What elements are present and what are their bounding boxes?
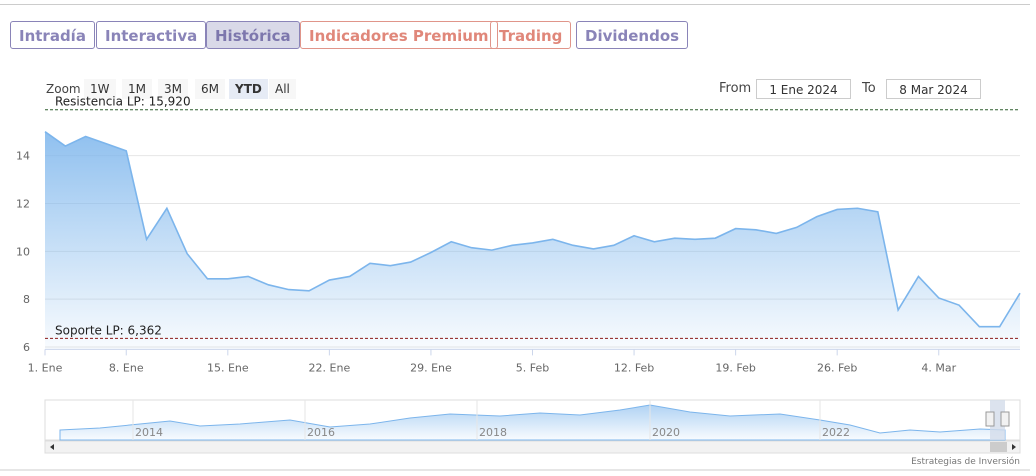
zoom-button[interactable]: 3M bbox=[158, 79, 188, 99]
zoom-button[interactable]: All bbox=[269, 79, 296, 99]
top-border bbox=[0, 4, 1030, 5]
tab[interactable]: Trading bbox=[490, 21, 572, 49]
price-line bbox=[44, 131, 1021, 328]
x-tick-label: 4. Mar bbox=[921, 361, 956, 374]
x-tick-label: 22. Ene bbox=[309, 361, 351, 374]
zoom-button[interactable]: 1W bbox=[84, 79, 116, 99]
navigator-label: 2018 bbox=[479, 426, 507, 439]
x-tick-label: 8. Ene bbox=[109, 361, 144, 374]
zoom-button[interactable]: 6M bbox=[195, 79, 225, 99]
navigator-label: 2020 bbox=[652, 426, 680, 439]
y-tick-label: 12 bbox=[16, 197, 30, 210]
y-tick-label: 6 bbox=[23, 341, 30, 354]
navigator-label: 2016 bbox=[307, 426, 335, 439]
plot-line-label: Soporte LP: 6,362 bbox=[55, 323, 162, 337]
x-tick-label: 1. Ene bbox=[28, 361, 63, 374]
scroll-arrow[interactable] bbox=[1012, 444, 1016, 450]
from-label: From bbox=[719, 81, 752, 96]
navigator-label: 2022 bbox=[822, 426, 850, 439]
navigator-handle[interactable] bbox=[1000, 411, 1010, 427]
zoom-button[interactable]: YTD bbox=[229, 79, 268, 99]
y-tick-label: 10 bbox=[16, 245, 30, 258]
x-tick-label: 29. Ene bbox=[410, 361, 452, 374]
plot-line-label: Resistencia LP: 15,920 bbox=[55, 95, 191, 109]
x-tick-label: 12. Feb bbox=[614, 361, 654, 374]
zoom-button[interactable]: 1M bbox=[122, 79, 152, 99]
scroll-arrow[interactable] bbox=[50, 444, 54, 450]
y-tick-label: 8 bbox=[23, 293, 30, 306]
tab[interactable]: Interactiva bbox=[96, 21, 207, 49]
navigator: 2014 2016 2018 2020 2022 bbox=[44, 399, 1021, 454]
navigator-label: 2014 bbox=[135, 426, 163, 439]
navigator-handle[interactable] bbox=[985, 411, 995, 427]
x-tick-label: 19. Feb bbox=[715, 361, 755, 374]
from-input[interactable]: 1 Ene 2024 bbox=[756, 79, 851, 99]
tab[interactable]: Indicadores Premium bbox=[300, 21, 498, 49]
y-tick-label: 14 bbox=[16, 150, 30, 163]
tab[interactable]: Histórica bbox=[206, 21, 300, 49]
tab[interactable]: Dividendos bbox=[576, 21, 689, 49]
to-input[interactable]: 8 Mar 2024 bbox=[886, 79, 981, 99]
x-tick-label: 15. Ene bbox=[207, 361, 249, 374]
navigator-area bbox=[59, 404, 1006, 441]
scrollbar-thumb[interactable] bbox=[990, 442, 1007, 452]
x-tick-label: 26. Feb bbox=[817, 361, 857, 374]
tab[interactable]: Intradía bbox=[10, 21, 95, 49]
x-tick-label: 5. Feb bbox=[516, 361, 549, 374]
footer-credit: Estrategias de Inversión bbox=[911, 456, 1020, 467]
scrollbar[interactable] bbox=[44, 440, 1021, 454]
area-fill bbox=[45, 131, 1020, 350]
navigator-mask bbox=[990, 400, 1005, 440]
to-label: To bbox=[862, 81, 876, 96]
zoom-label: Zoom bbox=[46, 82, 81, 96]
